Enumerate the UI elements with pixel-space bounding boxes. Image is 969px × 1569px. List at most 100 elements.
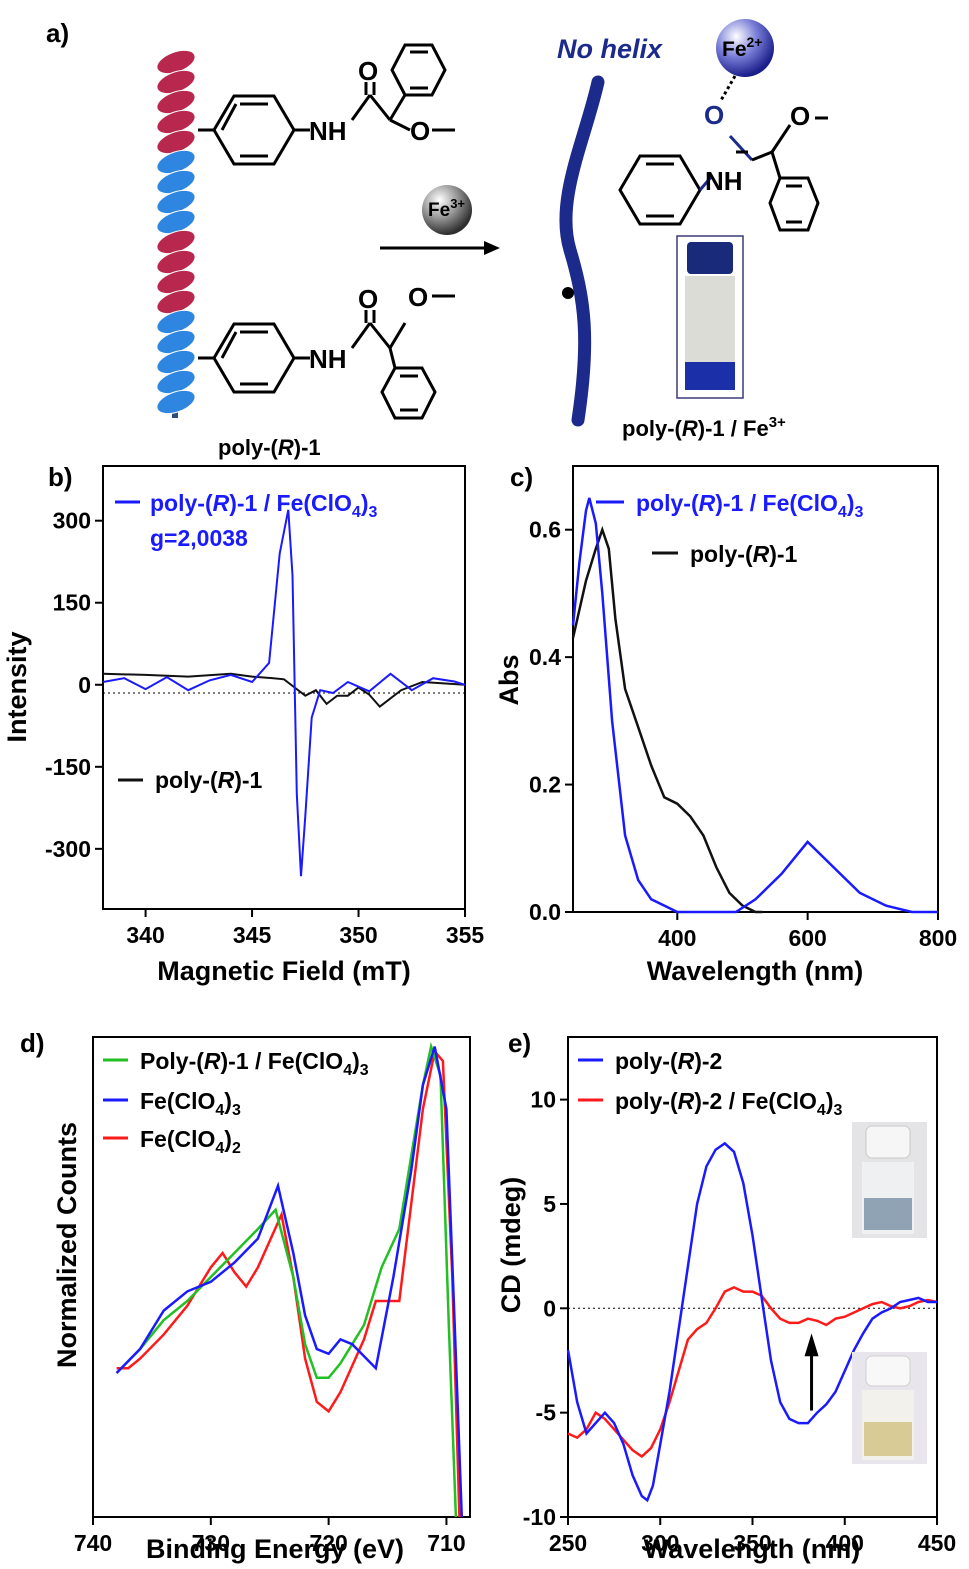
y-tick-label: 0 bbox=[543, 1295, 556, 1321]
y-tick-label: 150 bbox=[53, 590, 91, 616]
panel-e-legend-red: poly-(R)-2 / Fe(ClO4)3 bbox=[578, 1088, 842, 1119]
x-tick-label: 730 bbox=[192, 1530, 230, 1556]
panel-d-xlabel: Binding Energy (eV) bbox=[146, 1534, 404, 1564]
panel-c-xlabel: Wavelength (nm) bbox=[647, 956, 864, 986]
panel-c-legend-black: poly-(R)-1 bbox=[652, 541, 798, 567]
y-tick-label: -10 bbox=[523, 1504, 556, 1530]
panel-e-arrow bbox=[804, 1333, 819, 1411]
x-tick-label: 400 bbox=[658, 925, 696, 951]
x-tick-label: 450 bbox=[918, 1530, 956, 1556]
unfolded-polymer-rod bbox=[559, 75, 605, 427]
y-tick-label: -150 bbox=[45, 754, 91, 780]
panel-b-series-blue bbox=[102, 509, 466, 877]
panel-b-ylabel: Intensity bbox=[2, 631, 32, 742]
y-tick-label: 300 bbox=[53, 508, 91, 534]
panel-d-ylabel: Normalized Counts bbox=[52, 1122, 82, 1368]
x-tick-label: 800 bbox=[919, 925, 957, 951]
substituent-top bbox=[198, 43, 455, 166]
x-tick-label: 710 bbox=[427, 1530, 465, 1556]
panel-e: e) 250 300 350 400 450 10 5 0 -5 -10 poly-(R)-2 p… bbox=[496, 1028, 956, 1564]
panel-b-legend-black-label: poly-(R)-1 bbox=[155, 767, 263, 793]
x-tick-label: 345 bbox=[233, 922, 272, 948]
panel-d-legend-green-label: Poly-(R)-1 / Fe(ClO4)3 bbox=[140, 1048, 369, 1079]
y-tick-label: 0.4 bbox=[529, 644, 561, 670]
panel-d-legend-red-label: Fe(ClO4)2 bbox=[140, 1126, 241, 1157]
panel-d-legend-green: Poly-(R)-1 / Fe(ClO4)3 bbox=[103, 1048, 369, 1079]
complex-atom-o-methoxy: O bbox=[790, 101, 810, 131]
panel-b-legend-blue-label: poly-(R)-1 / Fe(ClO4)3 bbox=[150, 490, 377, 521]
complex-label: poly-(R)-1 / Fe3+ bbox=[622, 414, 786, 441]
reaction-arrow bbox=[380, 241, 500, 255]
panel-e-label: e) bbox=[508, 1028, 531, 1058]
panel-b-legend-blue: poly-(R)-1 / Fe(ClO4)3 bbox=[115, 490, 377, 521]
panel-d: d) 740 730 720 710 Poly-(R)-1 / Fe(ClO4)3 F… bbox=[20, 1028, 471, 1564]
fe3-ball-label: Fe3+ bbox=[428, 196, 465, 221]
fe2-ball-label: Fe2+ bbox=[722, 34, 762, 61]
complex-atom-nh: NH bbox=[705, 166, 743, 196]
panel-a: a) O NH O bbox=[46, 18, 828, 460]
x-tick-label: 350 bbox=[339, 922, 377, 948]
no-helix-label: No helix bbox=[557, 34, 663, 64]
panel-e-series-blue bbox=[566, 1141, 937, 1503]
panel-d-series-red bbox=[116, 1048, 461, 1518]
x-tick-label: 350 bbox=[733, 1530, 771, 1556]
coordination-bond bbox=[718, 75, 737, 103]
y-tick-label: 10 bbox=[530, 1087, 556, 1113]
panel-e-xlabel: Wavelength (nm) bbox=[644, 1534, 861, 1564]
panel-d-legend-blue-label: Fe(ClO4)3 bbox=[140, 1088, 241, 1119]
substituent-bottom bbox=[198, 294, 455, 420]
panel-e-legend-blue: poly-(R)-2 bbox=[578, 1048, 722, 1074]
y-tick-label: 5 bbox=[543, 1191, 556, 1217]
y-tick-label: 0.0 bbox=[529, 899, 561, 925]
fe3-ball bbox=[422, 185, 472, 235]
y-tick-label: -5 bbox=[536, 1400, 557, 1426]
panel-b-series-black bbox=[102, 672, 466, 708]
panel-c-legend-blue: poly-(R)-1 / Fe(ClO4)3 bbox=[596, 490, 863, 521]
panel-b-xlabel: Magnetic Field (mT) bbox=[157, 956, 411, 986]
polymer-label: poly-(R)-1 bbox=[218, 435, 321, 460]
panel-e-series-red bbox=[567, 1286, 938, 1459]
y-tick-label: -300 bbox=[45, 836, 91, 862]
vial-photo bbox=[676, 235, 744, 399]
panel-d-label: d) bbox=[20, 1028, 45, 1058]
panel-b-legend-black: poly-(R)-1 bbox=[118, 767, 263, 793]
atom-o-top-2: O bbox=[410, 116, 430, 146]
panel-d-series-green bbox=[115, 1041, 458, 1518]
complex-atom-o: O bbox=[704, 100, 724, 130]
panel-b-label: b) bbox=[48, 462, 73, 492]
panel-d-frame bbox=[92, 1036, 471, 1518]
complex-structure bbox=[618, 116, 828, 232]
x-tick-label: 340 bbox=[126, 922, 164, 948]
helix-coil bbox=[156, 389, 196, 415]
panel-c: c) 400 600 800 0.0 0.2 0.4 0.6 poly-(R)-1 / Fe… bbox=[494, 462, 957, 986]
x-tick-label: 740 bbox=[74, 1530, 112, 1556]
panel-b-frame bbox=[102, 465, 466, 910]
dot-marker bbox=[562, 287, 574, 299]
x-tick-label: 250 bbox=[549, 1530, 587, 1556]
x-tick-label: 400 bbox=[826, 1530, 864, 1556]
x-tick-label: 355 bbox=[446, 922, 485, 948]
panel-e-legend-red-label: poly-(R)-2 / Fe(ClO4)3 bbox=[615, 1088, 842, 1119]
panel-e-legend-blue-label: poly-(R)-2 bbox=[615, 1048, 722, 1074]
arrow-head bbox=[804, 1333, 819, 1357]
atom-o-top: O bbox=[358, 56, 378, 86]
x-tick-label: 600 bbox=[788, 925, 826, 951]
panel-b-annotation: g=2,0038 bbox=[150, 525, 248, 551]
x-tick-label: 300 bbox=[641, 1530, 679, 1556]
panel-c-label: c) bbox=[510, 462, 533, 492]
panel-a-label: a) bbox=[46, 18, 69, 48]
panel-c-series-blue bbox=[571, 497, 938, 914]
panel-b: b) 340 345 350 355 300 150 0 -150 -300 poly-(R)-… bbox=[2, 462, 484, 986]
vial-photo-blue bbox=[852, 1122, 927, 1238]
panel-e-ylabel: CD (mdeg) bbox=[496, 1177, 526, 1314]
panel-d-legend-red: Fe(ClO4)2 bbox=[103, 1126, 241, 1157]
panel-c-legend-black-label: poly-(R)-1 bbox=[690, 541, 798, 567]
y-tick-label: 0.2 bbox=[529, 772, 561, 798]
atom-o-bottom-2: O bbox=[408, 282, 428, 312]
fe2-ball bbox=[716, 19, 774, 77]
y-tick-label: 0.6 bbox=[529, 517, 561, 543]
helix-polymer bbox=[156, 49, 196, 418]
panel-c-series-black bbox=[571, 525, 762, 914]
atom-nh-top: NH bbox=[309, 116, 347, 146]
